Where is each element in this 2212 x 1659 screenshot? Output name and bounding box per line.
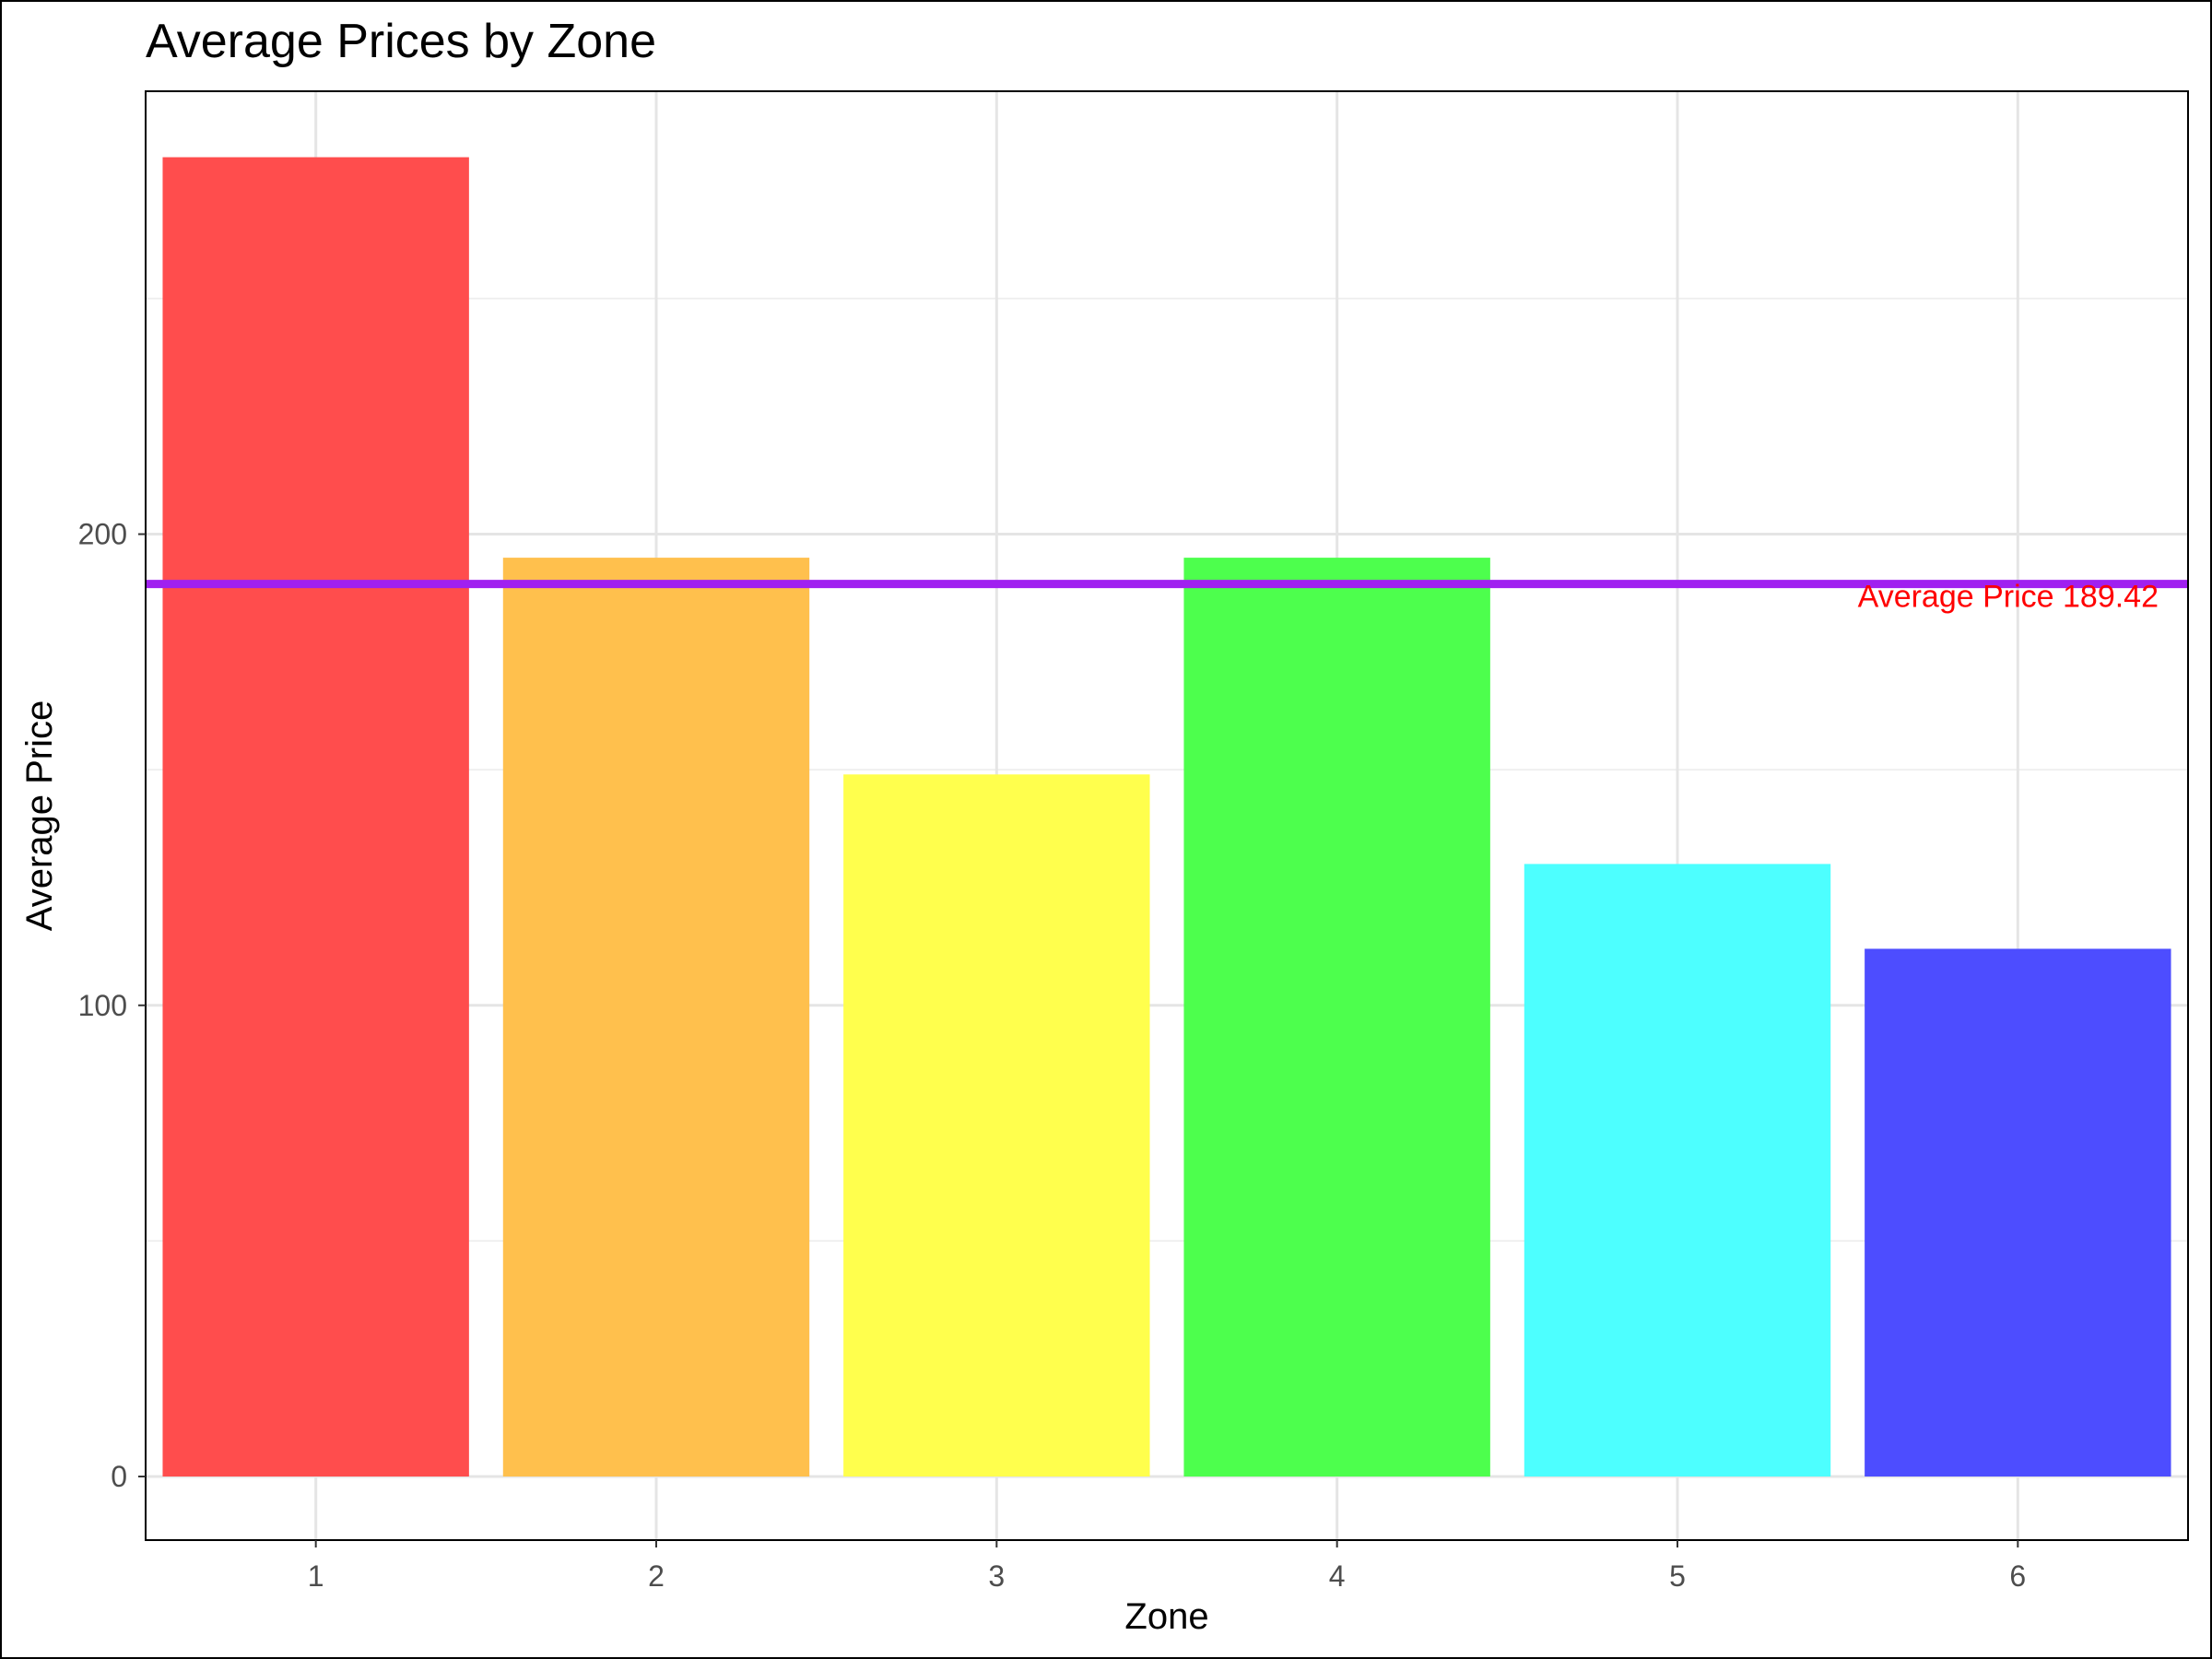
bar-zone-6: [1865, 948, 2171, 1477]
reference-line-group: Average Price 189.42: [146, 580, 2188, 615]
y-tick-label: 0: [111, 1460, 127, 1493]
chart-title: Average Prices by Zone: [146, 15, 656, 68]
x-axis-ticks: 1 2 3 4 5 6: [308, 1540, 2026, 1593]
x-tick-label: 1: [308, 1559, 324, 1593]
x-axis-title: Zone: [1124, 1596, 1208, 1637]
x-tick-label: 3: [988, 1559, 1005, 1593]
x-tick-label: 6: [2009, 1559, 2026, 1593]
plot-panel-border: [145, 90, 2189, 1541]
bar-zone-5: [1524, 864, 1831, 1477]
x-tick-label: 2: [648, 1559, 665, 1593]
bar-zone-4: [1183, 558, 1490, 1477]
y-tick-label: 100: [78, 989, 127, 1022]
y-tick-label: 200: [78, 518, 127, 551]
bars: [162, 157, 2171, 1477]
x-tick-label: 5: [1669, 1559, 1686, 1593]
average-reference-label: Average Price 189.42: [1858, 580, 2159, 615]
y-axis-ticks: 0 100 200: [78, 518, 146, 1493]
bar-zone-1: [162, 157, 469, 1477]
y-axis-title: Average Price: [19, 700, 60, 932]
bar-zone-2: [502, 558, 810, 1477]
x-tick-label: 4: [1329, 1559, 1346, 1593]
bar-zone-3: [843, 774, 1150, 1477]
